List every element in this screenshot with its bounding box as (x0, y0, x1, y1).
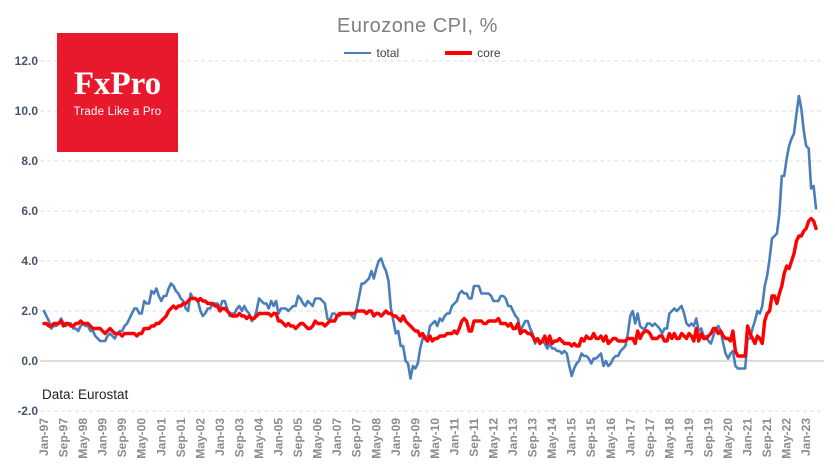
x-axis-tick-label: Sep-09 (408, 418, 422, 458)
x-axis-tick-label: May-00 (135, 418, 149, 459)
chart-legend: total core (10, 46, 835, 60)
x-axis-tick-label: Jan-05 (272, 418, 286, 456)
x-axis-tick-label: Jan-03 (213, 418, 227, 456)
legend-label-core: core (477, 46, 501, 60)
x-axis-tick-label: Jan-97 (37, 418, 51, 456)
series-line-core (42, 216, 818, 358)
total-line-swatch (344, 51, 372, 55)
x-axis-tick-label: Sep-01 (174, 418, 188, 458)
x-axis-tick-label: Sep-19 (702, 418, 716, 458)
data-source-note: Data: Eurostat (42, 387, 129, 402)
x-axis-tick-label: Jan-99 (96, 418, 110, 456)
x-axis-tick-label: May-06 (311, 418, 325, 459)
x-axis-tick-label: Sep-13 (526, 418, 540, 458)
y-axis-tick-label: 10.0 (15, 104, 39, 118)
y-axis-tick-label: 12.0 (15, 54, 39, 68)
x-axis-tick-label: May-08 (369, 418, 383, 459)
x-axis-tick-label: Jan-21 (741, 418, 755, 456)
y-axis-tick-label: 2.0 (21, 304, 38, 318)
y-axis-tick-label: 0.0 (21, 354, 38, 368)
x-axis-tick-label: Sep-17 (643, 418, 657, 458)
x-axis-tick-label: Jan-11 (447, 418, 461, 456)
fxpro-logo-wordmark: FxPro (73, 65, 162, 102)
x-axis-tick-label: Jan-13 (506, 418, 520, 456)
x-axis-tick-label: Sep-03 (232, 418, 246, 458)
x-axis-tick-label: Sep-05 (291, 418, 305, 458)
x-axis-tick-label: May-04 (252, 418, 266, 459)
x-axis-tick-label: Sep-15 (584, 418, 598, 458)
x-axis-tick-label: May-22 (780, 418, 794, 459)
x-axis-tick-label: May-02 (193, 418, 207, 459)
x-axis-tick-label: Sep-21 (760, 418, 774, 458)
x-axis-tick-label: Jan-09 (389, 418, 403, 456)
x-axis-tick-label: Sep-99 (115, 418, 129, 458)
legend-item-core: core (445, 46, 501, 60)
y-axis-tick-label: 4.0 (21, 254, 38, 268)
chart-title: Eurozone CPI, % (337, 15, 498, 37)
y-axis-tick-label: 6.0 (21, 204, 38, 218)
legend-label-total: total (376, 46, 400, 60)
x-axis-tick-label: Sep-07 (350, 418, 364, 458)
x-axis-tick-label: Jan-19 (682, 418, 696, 456)
fxpro-logo-tagline: Trade Like a Pro (73, 105, 162, 118)
x-axis-tick-label: May-14 (545, 418, 559, 459)
x-axis-tick-label: May-12 (487, 418, 501, 459)
x-axis-tick-label: Jan-23 (799, 418, 813, 456)
series-line-total (42, 94, 818, 380)
x-axis-tick-label: Jan-07 (330, 418, 344, 456)
x-axis-tick-label: May-98 (76, 418, 90, 459)
x-axis-tick-label: May-18 (662, 418, 676, 459)
x-axis-tick-label: Jan-01 (154, 418, 168, 456)
fxpro-logo: FxPro Trade Like a Pro (57, 33, 178, 152)
x-axis-tick-label: May-20 (721, 418, 735, 459)
x-axis-tick-label: May-10 (428, 418, 442, 459)
x-axis-tick-label: May-16 (604, 418, 618, 459)
x-axis-tick-label: Jan-17 (623, 418, 637, 456)
legend-item-total: total (344, 46, 399, 60)
y-axis-tick-label: 8.0 (21, 154, 38, 168)
x-axis-tick-label: Sep-11 (467, 418, 481, 457)
x-axis-tick-label: Jan-15 (565, 418, 579, 456)
y-axis-tick-label: -2.0 (17, 404, 38, 418)
core-line-swatch (445, 51, 473, 55)
x-axis-tick-label: Sep-97 (57, 418, 71, 458)
